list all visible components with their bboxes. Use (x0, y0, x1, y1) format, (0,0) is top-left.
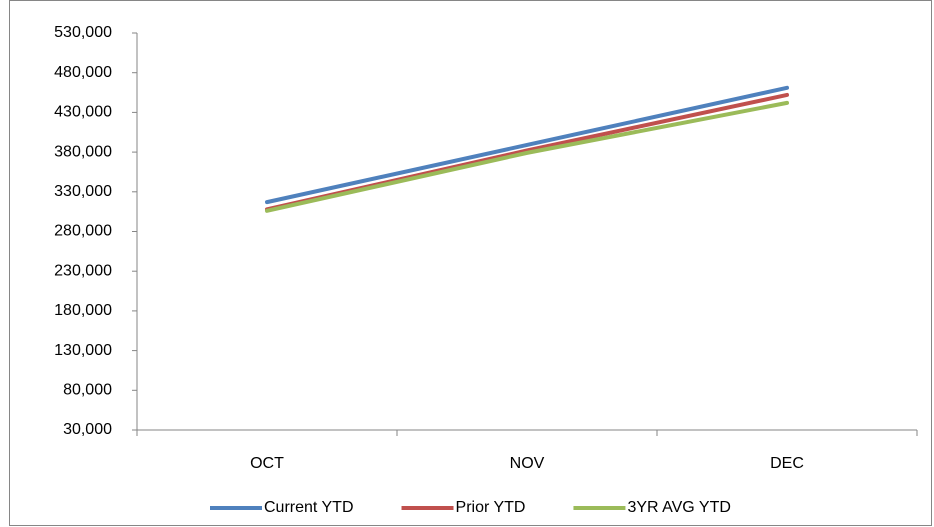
y-tick-label: 30,000 (63, 421, 112, 438)
y-tick-label: 330,000 (54, 183, 112, 200)
chart-border (9, 0, 932, 526)
y-tick-label: 130,000 (54, 342, 112, 359)
y-tick-label: 80,000 (63, 382, 112, 399)
x-tick-label: NOV (510, 455, 545, 472)
y-tick-label: 530,000 (54, 24, 112, 41)
series-line (265, 100, 789, 213)
series-line (265, 85, 789, 205)
y-tick-label: 380,000 (54, 143, 112, 160)
y-tick-label: 480,000 (54, 64, 112, 81)
y-tick-label: 280,000 (54, 223, 112, 240)
y-tick-label: 430,000 (54, 104, 112, 121)
y-tick-label: 230,000 (54, 262, 112, 279)
y-tick-label: 180,000 (54, 302, 112, 319)
legend-label: Prior YTD (456, 499, 526, 516)
legend-label: Current YTD (264, 499, 354, 516)
x-tick-label: DEC (770, 455, 804, 472)
x-tick-label: OCT (250, 455, 284, 472)
legend-label: 3YR AVG YTD (627, 499, 730, 516)
